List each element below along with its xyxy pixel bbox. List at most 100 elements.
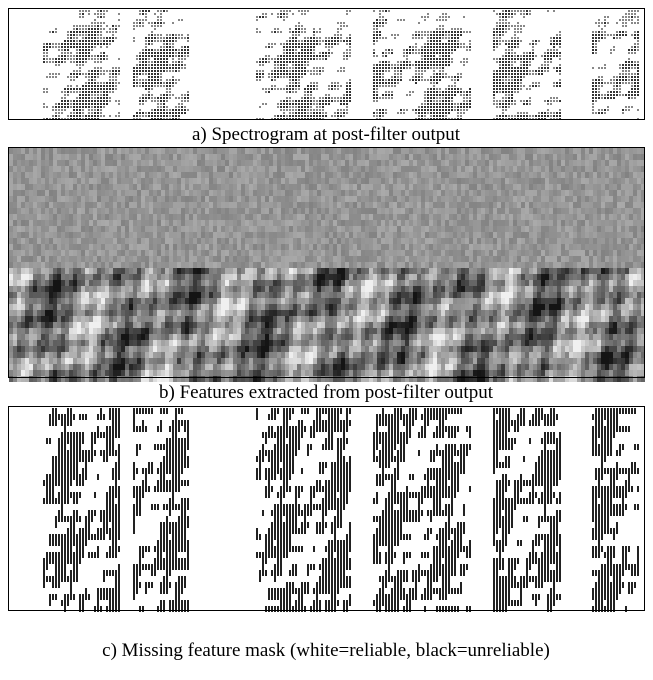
texture-cell bbox=[217, 262, 221, 268]
texture-cell bbox=[205, 304, 209, 310]
texture-cell bbox=[29, 238, 33, 244]
texture-cell bbox=[17, 292, 21, 298]
texture-cell bbox=[301, 67, 303, 69]
texture-cell bbox=[13, 322, 17, 328]
texture-cell bbox=[313, 85, 315, 87]
texture-cell bbox=[112, 82, 114, 84]
texture-cell bbox=[45, 244, 49, 250]
texture-cell bbox=[145, 358, 149, 364]
texture-cell bbox=[280, 100, 282, 102]
texture-cell bbox=[169, 34, 171, 36]
texture-cell bbox=[373, 97, 375, 99]
texture-cell bbox=[421, 67, 423, 69]
texture-cell bbox=[43, 88, 45, 90]
texture-cell bbox=[17, 358, 21, 364]
texture-cell bbox=[57, 274, 61, 280]
texture-cell bbox=[88, 115, 90, 117]
texture-cell bbox=[142, 100, 144, 102]
texture-cell bbox=[13, 196, 17, 202]
texture-cell bbox=[181, 238, 185, 244]
texture-cell bbox=[101, 316, 105, 322]
texture-cell bbox=[137, 256, 141, 262]
texture-cell bbox=[13, 262, 17, 268]
texture-cell bbox=[520, 79, 522, 81]
texture-cell bbox=[69, 256, 73, 262]
texture-cell bbox=[151, 40, 153, 42]
texture-cell bbox=[277, 106, 279, 108]
texture-cell bbox=[101, 214, 105, 220]
texture-cell bbox=[25, 256, 29, 262]
texture-cell bbox=[523, 61, 525, 63]
texture-cell bbox=[137, 286, 141, 292]
texture-cell bbox=[205, 190, 209, 196]
texture-cell bbox=[289, 109, 291, 111]
texture-cell bbox=[197, 334, 201, 340]
texture-cell bbox=[97, 310, 101, 316]
texture-cell bbox=[421, 34, 423, 36]
texture-cell bbox=[520, 28, 522, 30]
texture-cell bbox=[77, 328, 81, 334]
texture-cell bbox=[343, 100, 345, 102]
texture-cell bbox=[427, 103, 429, 105]
texture-cell bbox=[17, 178, 21, 184]
texture-cell bbox=[445, 106, 447, 108]
texture-cell bbox=[376, 73, 378, 75]
texture-cell bbox=[73, 370, 77, 376]
texture-cell bbox=[69, 172, 73, 178]
texture-cell bbox=[592, 34, 594, 36]
texture-cell bbox=[427, 40, 429, 42]
texture-cell bbox=[157, 310, 161, 316]
texture-cell bbox=[421, 106, 423, 108]
texture-cell bbox=[45, 190, 49, 196]
texture-cell bbox=[13, 364, 17, 370]
texture-cell bbox=[385, 64, 387, 66]
texture-cell bbox=[406, 94, 408, 96]
texture-cell bbox=[13, 184, 17, 190]
texture-cell bbox=[376, 70, 378, 72]
texture-cell bbox=[165, 262, 169, 268]
texture-cell bbox=[427, 94, 429, 96]
texture-cell bbox=[289, 91, 291, 93]
texture-cell bbox=[265, 58, 267, 60]
texture-cell bbox=[67, 52, 69, 54]
texture-cell bbox=[151, 52, 153, 54]
texture-cell bbox=[319, 43, 321, 45]
texture-cell bbox=[137, 202, 141, 208]
texture-cell bbox=[517, 112, 519, 114]
texture-cell bbox=[101, 286, 105, 292]
texture-cell bbox=[213, 310, 217, 316]
texture-cell bbox=[221, 268, 225, 274]
texture-cell bbox=[189, 250, 193, 256]
texture-cell bbox=[295, 82, 297, 84]
texture-cell bbox=[385, 37, 387, 39]
texture-cell bbox=[541, 55, 543, 57]
texture-cell bbox=[153, 148, 157, 154]
texture-cell bbox=[373, 28, 375, 30]
texture-cell bbox=[77, 166, 81, 172]
texture-cell bbox=[149, 232, 153, 238]
texture-cell bbox=[201, 172, 205, 178]
texture-cell bbox=[100, 85, 102, 87]
texture-cell bbox=[97, 25, 99, 27]
texture-cell bbox=[166, 61, 168, 63]
texture-cell bbox=[129, 328, 133, 334]
texture-cell bbox=[142, 97, 144, 99]
texture-cell bbox=[193, 262, 197, 268]
texture-cell bbox=[556, 43, 558, 45]
texture-cell bbox=[37, 232, 41, 238]
texture-cell bbox=[33, 340, 37, 346]
texture-cell bbox=[125, 364, 129, 370]
texture-cell bbox=[73, 148, 77, 154]
texture-cell bbox=[89, 358, 93, 364]
texture-cell bbox=[94, 91, 96, 93]
texture-cell bbox=[433, 100, 435, 102]
texture-cell bbox=[310, 58, 312, 60]
texture-cell bbox=[37, 196, 41, 202]
texture-cell bbox=[205, 196, 209, 202]
texture-cell bbox=[85, 82, 87, 84]
texture-cell bbox=[493, 28, 495, 30]
texture-cell bbox=[322, 55, 324, 57]
texture-cell bbox=[133, 244, 137, 250]
texture-cell bbox=[113, 352, 117, 358]
texture-cell bbox=[157, 304, 161, 310]
